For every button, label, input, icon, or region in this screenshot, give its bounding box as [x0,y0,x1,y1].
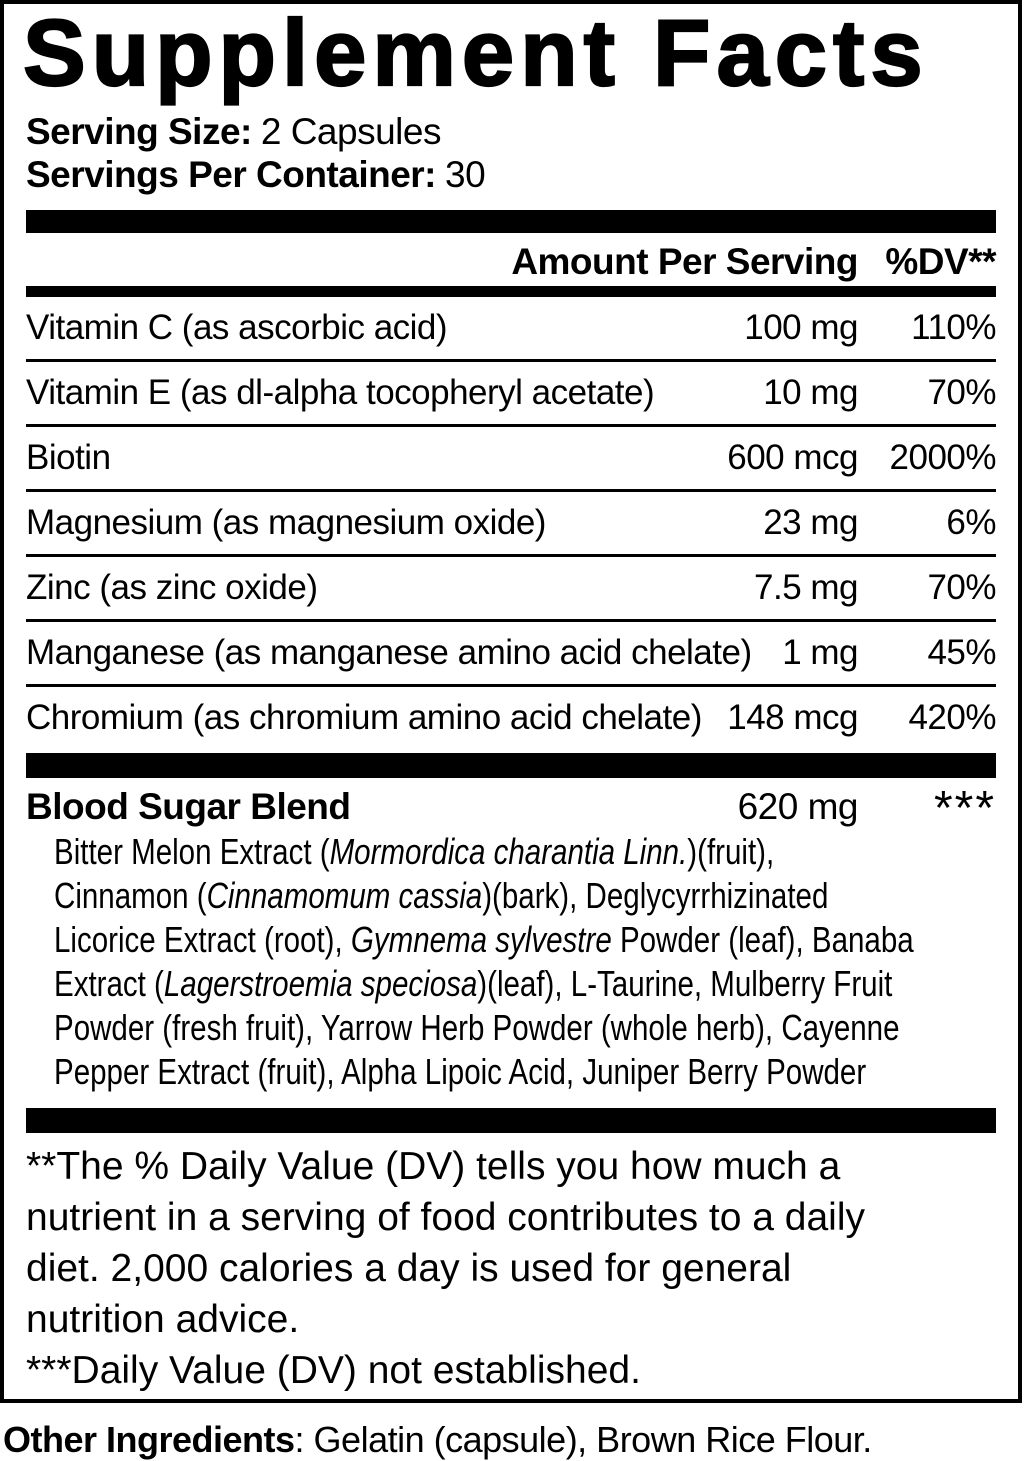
nutrient-row: Manganese (as manganese amino acid chela… [26,619,997,684]
divider-medium-header [26,286,996,297]
nutrient-name: Magnesium (as magnesium oxide) [26,503,546,542]
nutrient-dv: 110% [911,308,996,347]
nutrient-amount: 1 mg [782,633,858,672]
footnote-line: **The % Daily Value (DV) tells you how m… [26,1145,841,1188]
servings-per-container-line: Servings Per Container: 30 [26,153,996,196]
nutrient-row: Zinc (as zinc oxide) 7.5 mg 70% [26,554,997,619]
blend-amount: 620 mg [737,786,859,827]
nutrient-amount: 23 mg [763,503,858,542]
serving-size-value: 2 Capsules [260,111,442,152]
other-ingredients-line: Other Ingredients: Gelatin (capsule), Br… [3,1419,1024,1461]
other-ingredients-label: Other Ingredients [3,1419,295,1460]
nutrient-dv: 2000% [889,438,997,477]
blend-ingredient-line: Cinnamon (Cinnamomum cassia)(bark), Degl… [54,875,829,916]
servings-per-container-label: Servings Per Container: [26,154,437,195]
blend-header-row: Blood Sugar Blend 620 mg *** [26,778,996,835]
nutrient-amount: 600 mcg [727,438,858,477]
nutrient-dv: 70% [927,373,996,412]
nutrient-table: Vitamin C (as ascorbic acid) 100 mg 110%… [26,297,997,749]
divider-thick-footnote [26,1108,996,1133]
nutrient-dv: 420% [908,698,996,737]
nutrient-row: Vitamin E (as dl-alpha tocopheryl acetat… [26,359,997,424]
blend-ingredient-line: Bitter Melon Extract (Mormordica charant… [54,831,775,872]
divider-thick-top [26,210,996,233]
not-established-footnote: ***Daily Value (DV) not established. [26,1349,641,1392]
table-header-row: Amount Per Serving %DV** [26,233,996,286]
supplement-facts-panel: Supplement Facts Serving Size: 2 Capsules… [0,0,1022,1403]
nutrient-row: Biotin 600 mcg 2000% [26,424,997,489]
panel-title: Supplement Facts [22,0,929,105]
nutrient-dv: 6% [946,503,996,542]
daily-value-footnote: **The % Daily Value (DV) tells you how m… [26,1141,996,1345]
serving-size-label: Serving Size: [26,111,252,152]
nutrient-name: Zinc (as zinc oxide) [26,568,318,607]
nutrient-row: Chromium (as chromium amino acid chelate… [26,684,997,749]
servings-per-container-value: 30 [445,154,486,195]
other-ingredients-value: : Gelatin (capsule), Brown Rice Flour. [294,1419,873,1460]
nutrient-amount: 7.5 mg [754,568,859,607]
nutrient-row: Vitamin C (as ascorbic acid) 100 mg 110% [26,297,997,359]
dv-header: %DV** [885,241,996,282]
blend-ingredient-line: Licorice Extract (root), Gymnema sylvest… [54,919,914,960]
blend-name: Blood Sugar Blend [26,786,351,827]
nutrient-row: Magnesium (as magnesium oxide) 23 mg 6% [26,489,997,554]
nutrient-name: Vitamin C (as ascorbic acid) [26,308,448,347]
nutrient-amount: 148 mcg [727,698,858,737]
divider-thick-blend [26,753,996,778]
blend-ingredient-line: Powder (fresh fruit), Yarrow Herb Powder… [54,1007,900,1048]
nutrient-name: Chromium (as chromium amino acid chelate… [26,698,702,737]
nutrient-name: Manganese (as manganese amino acid chela… [26,633,752,672]
nutrient-amount: 100 mg [744,308,858,347]
footnote-line: diet. 2,000 calories a day is used for g… [26,1247,792,1290]
serving-size-line: Serving Size: 2 Capsules [26,110,996,153]
footnote-line: nutrition advice. [26,1298,300,1341]
blend-ingredients-text: Bitter Melon Extract (Mormordica charant… [26,830,996,1094]
amount-per-serving-header: Amount Per Serving [511,241,858,282]
nutrient-dv: 45% [927,633,996,672]
nutrient-amount: 10 mg [763,373,858,412]
blend-dv-stars: *** [933,782,996,835]
blend-ingredient-line: Pepper Extract (fruit), Alpha Lipoic Aci… [54,1051,867,1092]
blend-ingredient-line: Extract (Lagerstroemia speciosa)(leaf), … [54,963,893,1004]
footnote-line: nutrient in a serving of food contribute… [26,1196,865,1239]
nutrient-name: Biotin [26,438,111,477]
nutrient-dv: 70% [927,568,996,607]
nutrient-name: Vitamin E (as dl-alpha tocopheryl acetat… [26,373,655,412]
